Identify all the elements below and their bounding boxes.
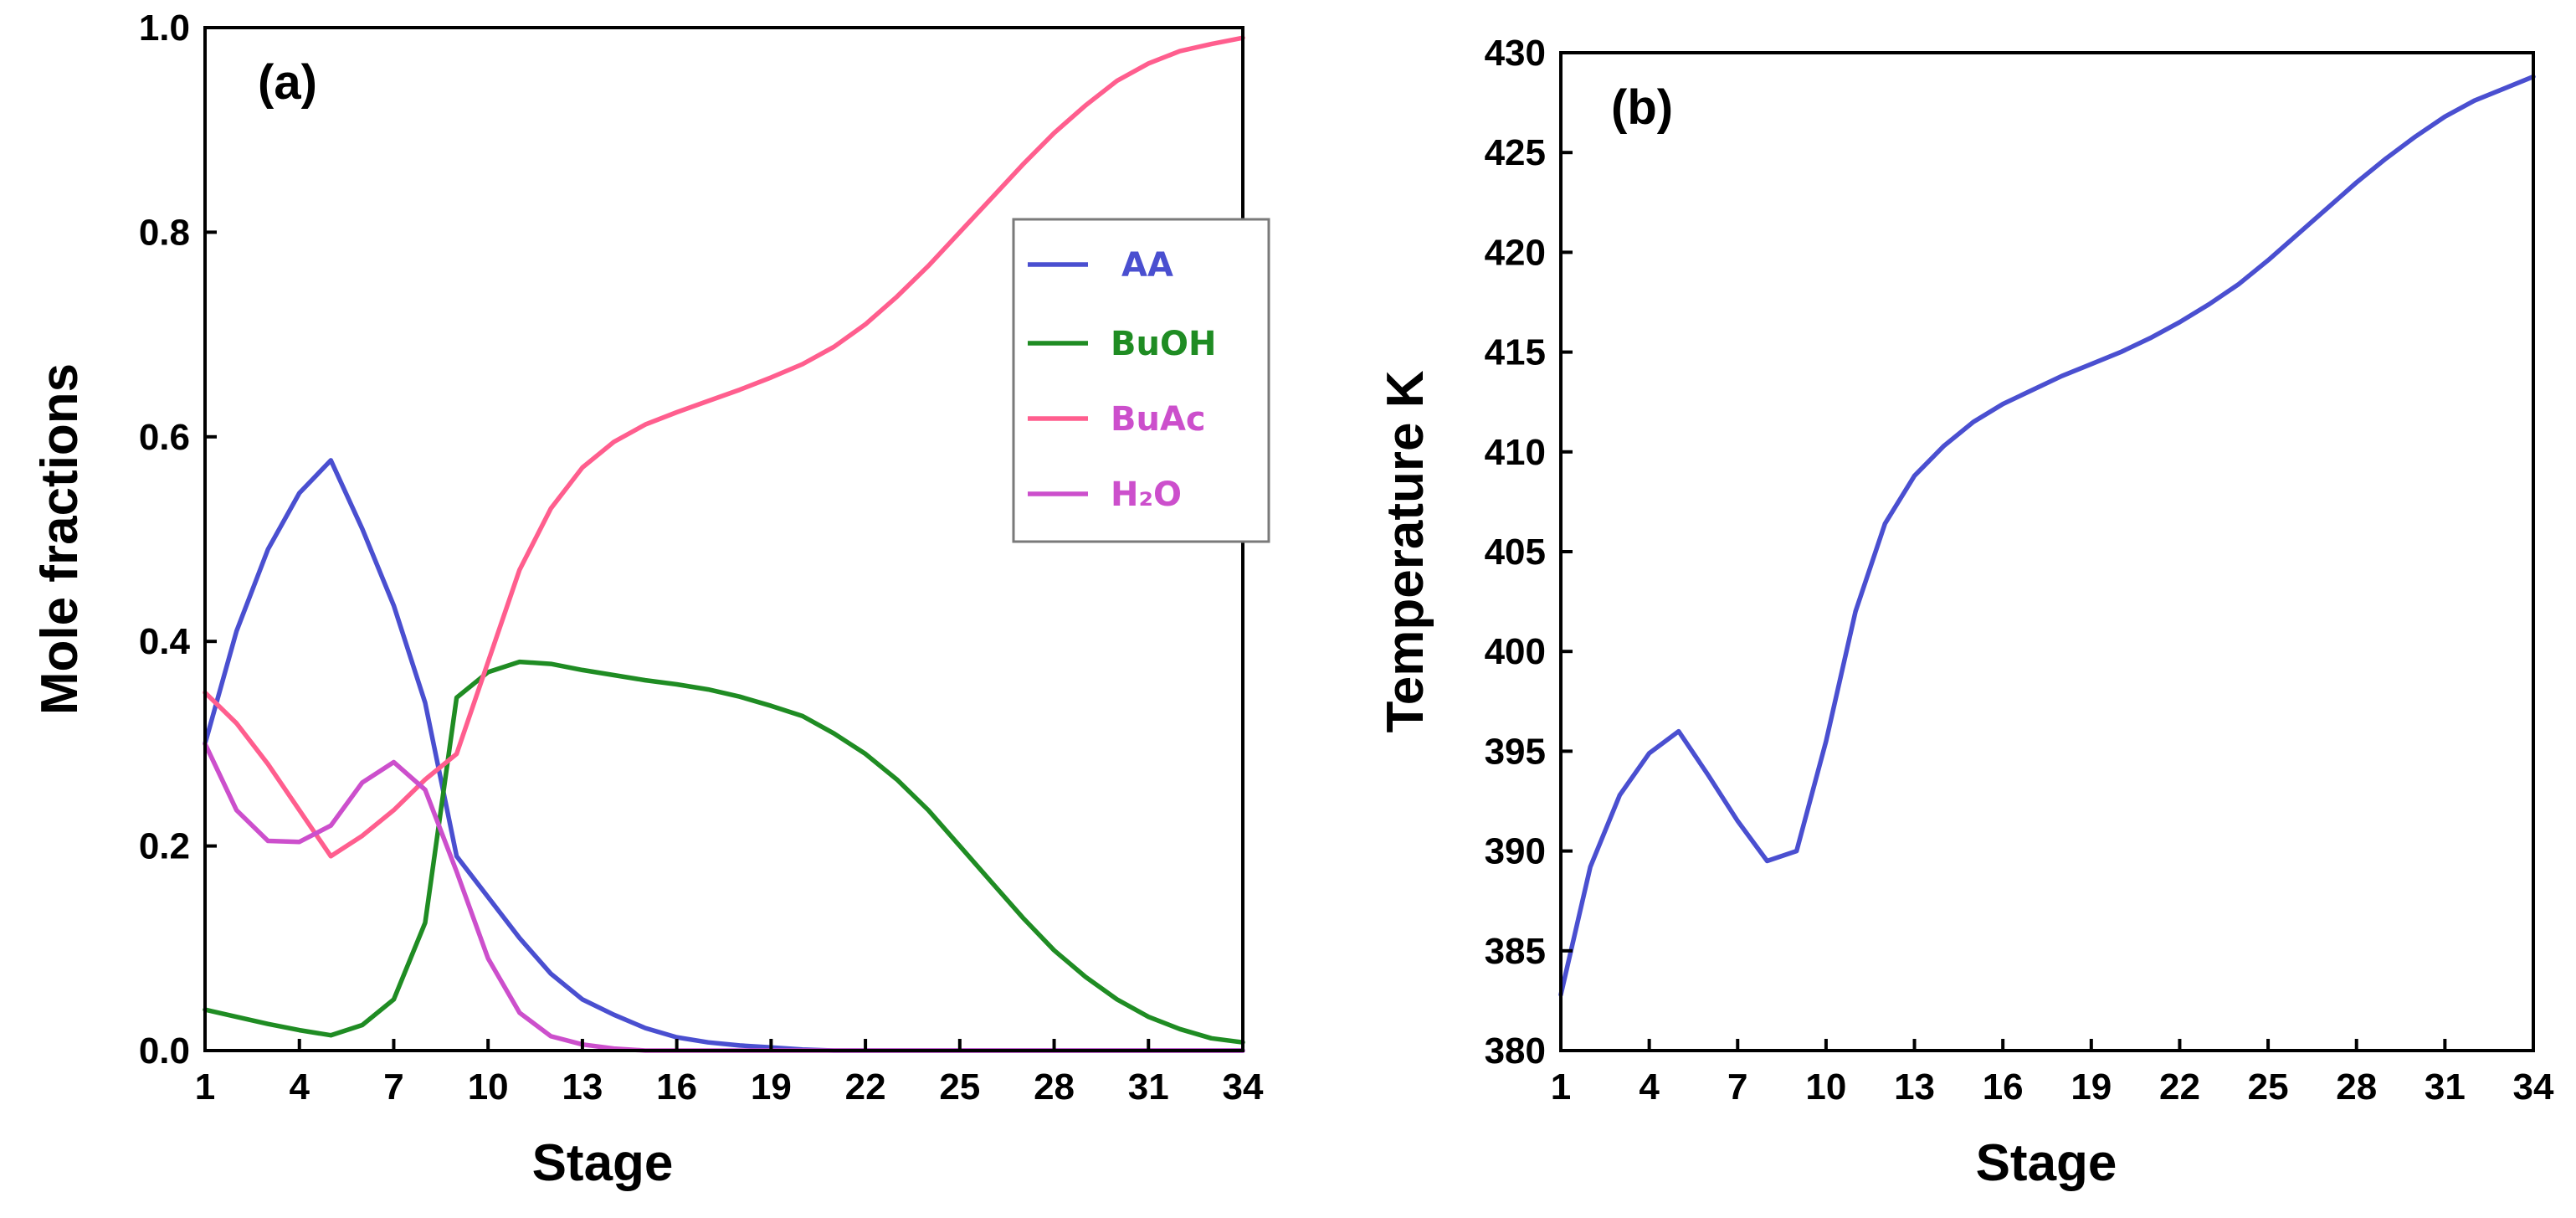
panel-b-y-tick-label: 395 — [1485, 731, 1546, 772]
panel-a-x-tick-label: 28 — [1034, 1066, 1075, 1108]
panel-b-y-tick-label: 400 — [1485, 631, 1546, 672]
panel-b-y-tick-label: 390 — [1485, 831, 1546, 872]
panel-b-x-tick-label: 22 — [2159, 1066, 2200, 1108]
panel-b-x-tick-label: 4 — [1639, 1066, 1660, 1108]
legend-label-h2o: H₂O — [1111, 475, 1182, 514]
panel-a-x-tick-label: 4 — [289, 1066, 310, 1108]
panel-a-y-tick-label: 0.8 — [139, 212, 190, 253]
panel-b-x-tick-label: 34 — [2513, 1066, 2554, 1108]
legend-label-aa: AA — [1121, 246, 1173, 285]
panel-b-y-axis-title: Temperature K — [1377, 370, 1434, 732]
panel-b-x-tick-label: 16 — [1983, 1066, 2024, 1108]
legend-entry-buoh: BuOH — [1028, 325, 1216, 363]
panel-b-series-line-temperature — [1558, 74, 2536, 997]
panel-a-y-tick-label: 0.6 — [139, 417, 190, 458]
panel-b-x-tick-label: 31 — [2425, 1066, 2466, 1108]
panel-b-x-tick-label: 19 — [2071, 1066, 2112, 1108]
panel-a-x-tick-label: 34 — [1223, 1066, 1264, 1108]
legend-entry-aa: AA — [1028, 246, 1173, 285]
panel-b-y-tick-label: 420 — [1485, 232, 1546, 273]
panel-b-ticks: 1 4 7 10 13 16 19 22 25 28 31 34 380 385 390 395 400 405 4… — [1485, 33, 2554, 1108]
panel-a-x-tick-label: 10 — [468, 1066, 509, 1108]
legend-entry-buac: BuAc — [1028, 400, 1206, 439]
panel-b-y-tick-label: 425 — [1485, 132, 1546, 173]
panel-b-x-tick-label: 10 — [1805, 1066, 1846, 1108]
panel-b-y-tick-label: 380 — [1485, 1030, 1546, 1072]
panel-b-series-group — [1558, 74, 2536, 997]
panel-a-y-tick-label: 0.2 — [139, 826, 190, 867]
panel-a-y-tick-label: 1.0 — [139, 8, 190, 49]
panel-a-x-tick-label: 25 — [939, 1066, 980, 1108]
panel-a-x-tick-label: 31 — [1128, 1066, 1169, 1108]
panel-a-series-line-buoh — [203, 659, 1245, 1045]
legend-box — [1012, 218, 1270, 543]
panel-b-y-tick-label: 405 — [1485, 532, 1546, 573]
panel-b-x-tick-label: 1 — [1551, 1066, 1571, 1108]
chart-panel-a: 1 4 7 10 13 16 19 22 25 28 31 340.00.20.40.60.81.0 … — [31, 8, 1270, 1192]
panel-b-x-tick-label: 7 — [1727, 1066, 1747, 1108]
panel-a-x-tick-label: 1 — [195, 1066, 215, 1108]
panel-b-y-tick-label: 410 — [1485, 432, 1546, 473]
panel-a-x-tick-label: 22 — [845, 1066, 886, 1108]
panel-a-x-tick-label: 7 — [383, 1066, 403, 1108]
panel-b-y-tick-label: 415 — [1485, 332, 1546, 373]
chart-panel-b: 1 4 7 10 13 16 19 22 25 28 31 34 380 385 390 395 400 405 4… — [1377, 33, 2554, 1192]
panel-a-series-line-buac — [203, 35, 1245, 859]
panel-a-label: (a) — [258, 55, 317, 110]
panel-b-y-tick-label: 385 — [1485, 931, 1546, 972]
panel-a-x-tick-label: 13 — [562, 1066, 603, 1108]
panel-a-y-tick-label: 0.0 — [139, 1030, 190, 1072]
panel-b-x-axis-title: Stage — [1976, 1134, 2117, 1192]
panel-a-x-axis-title: Stage — [532, 1134, 674, 1192]
panel-a-x-tick-label: 19 — [751, 1066, 792, 1108]
panel-b-y-tick-label: 430 — [1485, 33, 1546, 74]
panel-a-y-axis-title: Mole fractions — [31, 363, 89, 715]
panel-b-label: (b) — [1611, 80, 1673, 135]
legend-label-buoh: BuOH — [1111, 325, 1216, 363]
legend-entry-h2o: H₂O — [1028, 475, 1182, 514]
legend: AA BuOH BuAc H₂O — [1012, 218, 1270, 543]
panel-b-x-tick-label: 28 — [2336, 1066, 2377, 1108]
panel-b-x-tick-label: 13 — [1894, 1066, 1935, 1108]
panel-a-y-tick-label: 0.4 — [139, 621, 191, 662]
panel-b-x-tick-label: 25 — [2248, 1066, 2289, 1108]
panel-a-ticks: 1 4 7 10 13 16 19 22 25 28 31 34 0.0 0.2 0.4 0.6 0.8 1.0 — [139, 8, 1264, 1108]
panel-a-x-tick-label: 16 — [656, 1066, 697, 1108]
legend-label-buac: BuAc — [1111, 400, 1206, 439]
